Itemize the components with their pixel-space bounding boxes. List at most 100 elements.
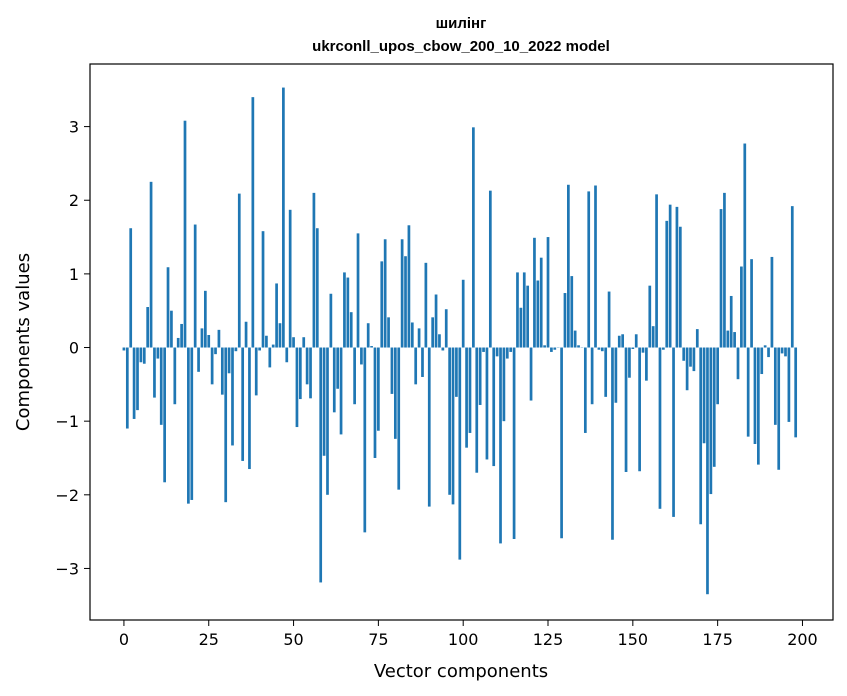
bar: [485, 347, 489, 460]
bar: [611, 347, 614, 540]
bar: [757, 347, 760, 465]
bar: [295, 347, 299, 428]
bar: [346, 277, 350, 348]
bar: [248, 347, 251, 470]
bar: [203, 290, 207, 348]
bar: [298, 347, 302, 400]
bar: [129, 228, 133, 348]
bar: [760, 347, 764, 375]
bar: [685, 347, 689, 391]
x-tick-label: 75: [368, 630, 388, 649]
bar: [136, 347, 139, 411]
bar: [421, 347, 424, 377]
bar: [275, 283, 278, 348]
bar: [288, 209, 292, 348]
chart-subtitle: ukrconll_upos_cbow_200_10_2022 model: [312, 38, 610, 55]
bar: [668, 204, 672, 348]
bar: [237, 193, 241, 348]
bar: [387, 317, 390, 348]
bar: [302, 337, 306, 348]
bar: [271, 344, 275, 348]
y-tick-label: −1: [55, 412, 79, 431]
bar: [377, 347, 380, 431]
bar: [170, 310, 173, 348]
bar: [699, 347, 703, 525]
bar: [709, 347, 713, 495]
bar: [153, 347, 156, 398]
y-tick-label: 0: [69, 339, 79, 358]
bar: [550, 347, 553, 352]
bar: [183, 120, 187, 348]
bar: [472, 127, 475, 348]
bar: [214, 347, 217, 355]
bar: [695, 329, 699, 348]
y-axis-ticks: −3 −2 −1 0 1 2 3: [55, 118, 90, 578]
bar: [763, 345, 767, 348]
bar: [417, 328, 421, 348]
bar: [122, 347, 126, 351]
bar: [244, 321, 248, 348]
bar: [533, 237, 536, 348]
bar: [600, 347, 604, 352]
bar: [326, 347, 329, 495]
bar: [363, 347, 367, 533]
bar: [410, 322, 414, 348]
bar: [193, 224, 197, 348]
bar: [319, 347, 323, 583]
y-tick-label: 1: [69, 265, 79, 284]
plot-area-frame: [89, 63, 834, 621]
bar: [400, 239, 404, 348]
bar: [217, 329, 221, 348]
bar: [227, 347, 231, 374]
bar: [495, 347, 499, 357]
bar: [159, 347, 163, 425]
bar: [393, 347, 397, 439]
bar: [729, 295, 733, 348]
bar: [631, 347, 635, 349]
bar: [285, 347, 289, 363]
bar: [149, 181, 153, 348]
bar: [455, 347, 458, 397]
bar: [329, 293, 333, 348]
bar: [767, 347, 770, 358]
bar: [448, 347, 451, 495]
bar: [438, 334, 441, 348]
bar: [499, 347, 502, 544]
y-tick-label: 2: [69, 191, 79, 210]
bar: [461, 279, 465, 348]
x-tick-label: 25: [199, 630, 219, 649]
bar: [404, 256, 407, 348]
y-tick-label: −3: [55, 559, 79, 578]
bar: [322, 347, 326, 456]
bar: [597, 347, 601, 350]
bar: [672, 347, 675, 517]
bar: [560, 347, 563, 539]
bar: [336, 347, 340, 389]
bar: [444, 309, 448, 348]
bar: [577, 345, 580, 348]
bar: [790, 206, 794, 348]
x-tick-label: 0: [119, 630, 129, 649]
bar: [573, 330, 577, 348]
x-tick-label: 175: [702, 630, 733, 649]
bar: [536, 280, 540, 348]
bar: [146, 307, 150, 348]
bar: [197, 347, 200, 372]
bar: [190, 347, 194, 500]
x-tick-label: 100: [448, 630, 479, 649]
bar: [478, 347, 482, 405]
bar: [251, 97, 255, 348]
bar: [617, 335, 621, 348]
bar: [648, 285, 652, 348]
bar: [621, 334, 625, 348]
x-axis-label: Vector components: [374, 661, 548, 682]
bar: [526, 285, 530, 348]
bar: [702, 347, 706, 444]
bar: [567, 184, 570, 348]
bar: [651, 326, 655, 348]
bar: [509, 347, 513, 352]
bar: [441, 347, 445, 351]
bar: [312, 192, 316, 348]
bar: [258, 347, 261, 351]
